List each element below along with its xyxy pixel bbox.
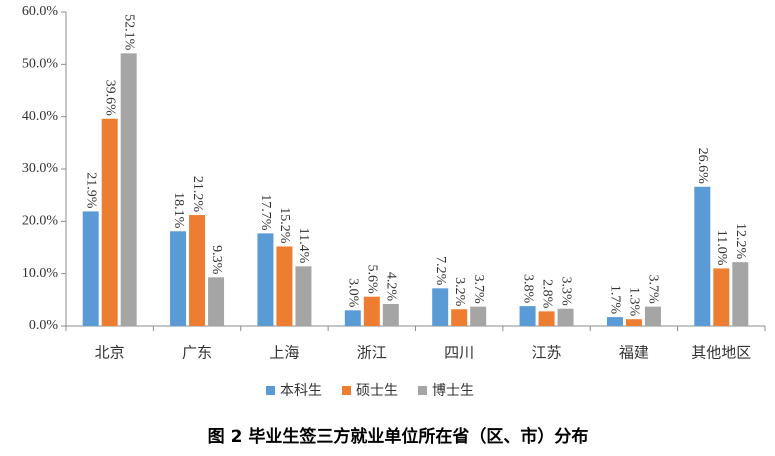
bar [713, 268, 730, 326]
y-tick-label: 10.0% [22, 266, 59, 281]
value-label: 39.6% [102, 80, 117, 117]
bar [295, 266, 312, 326]
bar [625, 319, 642, 326]
x-tick-label: 浙江 [357, 344, 387, 362]
x-tick-label: 其他地区 [691, 344, 751, 362]
value-label: 3.8% [520, 274, 535, 304]
bar [208, 277, 225, 326]
value-label: 2.8% [539, 279, 554, 309]
value-label: 5.6% [365, 265, 380, 295]
value-label: 11.4% [296, 228, 311, 264]
value-label: 9.3% [209, 245, 224, 275]
value-label: 15.2% [277, 207, 292, 244]
bar [120, 53, 137, 327]
bar [170, 231, 187, 326]
value-label: 3.0% [346, 278, 361, 308]
legend-label: 博士生 [432, 382, 474, 399]
value-label: 21.2% [190, 176, 205, 213]
y-tick-label: 0.0% [29, 318, 59, 333]
x-tick-label: 上海 [269, 344, 299, 362]
x-tick-label: 四川 [444, 344, 474, 362]
y-tick-label: 60.0% [22, 4, 59, 19]
value-label: 12.2% [733, 223, 748, 260]
bar [382, 304, 399, 326]
value-label: 1.3% [627, 287, 642, 317]
bar [363, 296, 380, 326]
value-label: 4.2% [384, 272, 399, 302]
x-tick-label: 福建 [619, 344, 649, 362]
bar [101, 118, 118, 326]
bar [538, 311, 555, 326]
value-label: 18.1% [171, 192, 186, 229]
value-label: 11.0% [714, 230, 729, 266]
bar [644, 306, 661, 326]
x-tick-label: 广东 [182, 344, 212, 362]
legend-swatch [418, 386, 427, 395]
bar [257, 233, 274, 326]
y-tick-label: 30.0% [22, 161, 59, 176]
value-label: 3.3% [558, 277, 573, 307]
y-tick-label: 20.0% [22, 214, 59, 229]
y-tick-label: 50.0% [22, 57, 59, 72]
y-tick-label: 40.0% [22, 109, 59, 124]
bar [432, 288, 449, 326]
value-label: 52.1% [121, 14, 136, 51]
legend-swatch [266, 386, 275, 395]
bar [344, 310, 361, 326]
bar [732, 262, 749, 326]
bar [470, 306, 487, 326]
value-label: 3.2% [452, 277, 467, 307]
value-label: 26.6% [695, 148, 710, 185]
value-label: 3.7% [646, 274, 661, 304]
bar [606, 317, 623, 326]
bar [276, 246, 293, 326]
bar [189, 215, 206, 326]
legend-label: 硕士生 [356, 383, 398, 399]
x-tick-label: 江苏 [532, 344, 562, 362]
legend-swatch [342, 386, 351, 395]
bar [82, 211, 99, 326]
chart-title: 图 2 毕业生签三方就业单位所在省（区、市）分布 [208, 426, 589, 447]
x-tick-label: 北京 [95, 344, 125, 362]
value-label: 3.7% [471, 274, 486, 304]
bar [451, 309, 468, 326]
value-label: 21.9% [83, 172, 98, 209]
value-label: 1.7% [608, 285, 623, 315]
bar [694, 186, 711, 326]
bar [557, 308, 574, 326]
value-label: 17.7% [258, 194, 273, 231]
value-label: 7.2% [433, 256, 448, 286]
bar [519, 306, 536, 326]
legend-label: 本科生 [280, 383, 322, 399]
